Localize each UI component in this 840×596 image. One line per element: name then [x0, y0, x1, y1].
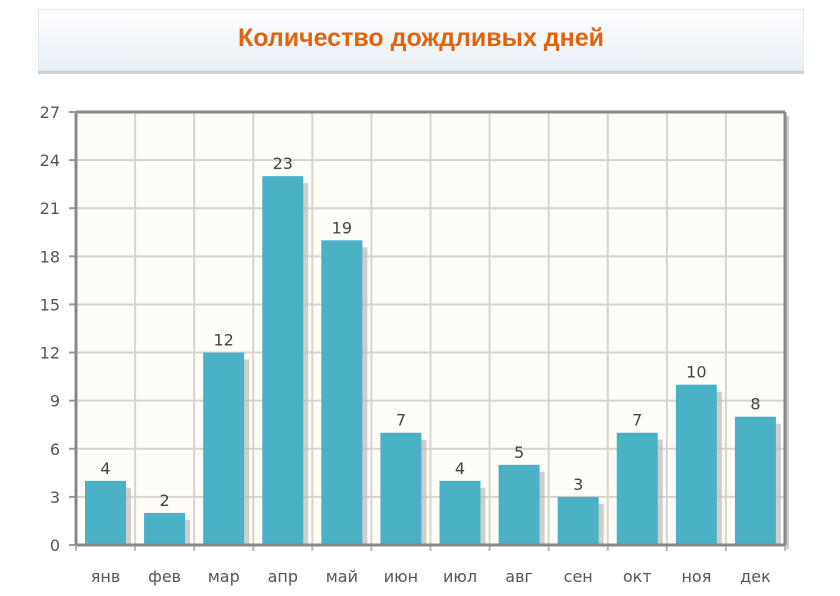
bar-ноя: [675, 384, 717, 545]
x-tick-label: ноя: [681, 567, 711, 586]
y-tick-label: 24: [40, 151, 60, 170]
y-tick-label: 21: [40, 199, 60, 218]
bar-апр: [262, 176, 304, 546]
x-tick-label: авг: [505, 567, 533, 586]
bar-июл: [439, 480, 481, 545]
title-banner: Количество дождливых дней: [38, 9, 804, 71]
data-label: 12: [213, 331, 233, 350]
x-tick-label: окт: [623, 567, 652, 586]
y-tick-label: 27: [40, 103, 60, 122]
x-tick-label: фев: [148, 567, 181, 586]
y-tick-label: 18: [40, 247, 60, 266]
x-tick-label: сен: [564, 567, 593, 586]
y-tick-label: 9: [50, 392, 60, 411]
bar-мар: [203, 352, 245, 545]
data-label: 4: [100, 459, 110, 478]
y-tick-label: 6: [50, 440, 60, 459]
bar-дек: [734, 416, 776, 545]
x-tick-label: июн: [384, 567, 418, 586]
y-tick-label: 0: [50, 536, 60, 555]
data-label: 4: [455, 459, 465, 478]
y-tick-label: 15: [40, 295, 60, 314]
chart-title: Количество дождливых дней: [237, 24, 605, 52]
data-label: 19: [332, 218, 352, 237]
x-tick-label: май: [326, 567, 358, 586]
bar-фев: [144, 512, 186, 545]
bar-май: [321, 240, 363, 545]
y-tick-label: 12: [40, 344, 60, 363]
bar-июн: [380, 432, 422, 545]
data-label: 23: [273, 154, 293, 173]
data-label: 7: [632, 411, 642, 430]
bar-янв: [85, 480, 126, 545]
bar-авг: [498, 464, 540, 545]
data-label: 5: [514, 443, 524, 462]
x-tick-label: янв: [91, 567, 121, 586]
data-label: 7: [396, 411, 406, 430]
data-label: 2: [159, 491, 169, 510]
x-tick-label: мар: [208, 567, 240, 586]
plot-shadow: [785, 116, 789, 549]
x-tick-label: июл: [443, 567, 477, 586]
x-tick-label: дек: [740, 567, 771, 586]
bar-сен: [557, 496, 599, 545]
data-label: 10: [686, 363, 706, 382]
bar-окт: [616, 432, 658, 545]
data-label: 8: [750, 395, 760, 414]
data-label: 3: [573, 475, 583, 494]
y-tick-label: 3: [50, 488, 60, 507]
x-tick-label: апр: [268, 567, 298, 586]
